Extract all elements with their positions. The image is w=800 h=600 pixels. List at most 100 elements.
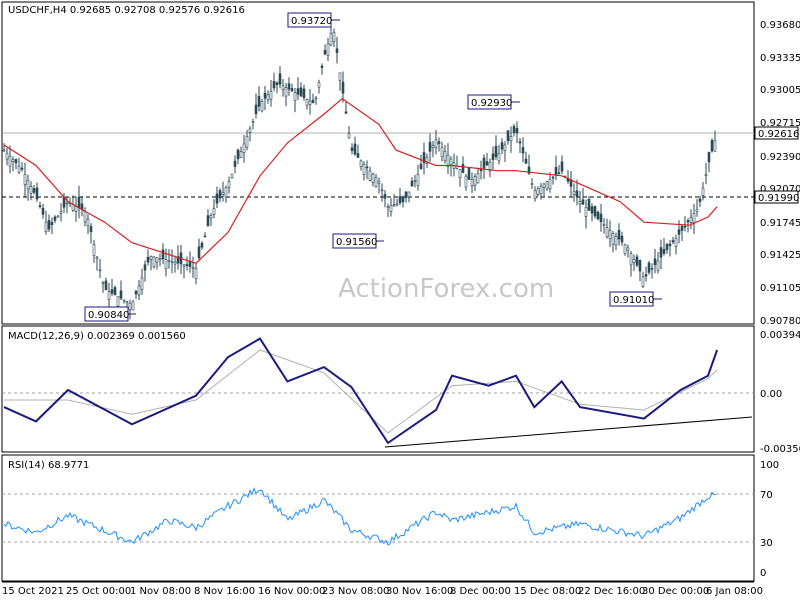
candle-body bbox=[665, 243, 669, 250]
candle-body bbox=[602, 224, 606, 227]
candle-body bbox=[110, 289, 114, 294]
time-x-axis: 15 Oct 2021 25 Oct 00:00 1 Nov 08:00 8 N… bbox=[2, 581, 763, 597]
candle-body bbox=[506, 130, 510, 142]
candle-body bbox=[14, 159, 18, 164]
candle-body bbox=[710, 140, 714, 152]
candle-body bbox=[221, 192, 225, 195]
candle-body bbox=[347, 133, 351, 139]
svg-text:0.90840: 0.90840 bbox=[88, 310, 129, 321]
candle-body bbox=[35, 187, 39, 200]
rsi-y-axis: 100 70 30 0 bbox=[760, 460, 779, 579]
candle-body bbox=[5, 153, 9, 160]
candle-body bbox=[128, 303, 132, 310]
candle-body bbox=[173, 261, 177, 265]
candle-body bbox=[512, 126, 516, 133]
candle-body bbox=[353, 143, 357, 155]
candle-body bbox=[167, 260, 171, 262]
candle-body bbox=[446, 154, 450, 167]
candle-body bbox=[491, 153, 495, 160]
candle-body bbox=[83, 210, 87, 223]
candle-body bbox=[659, 247, 663, 258]
candle-body bbox=[389, 205, 393, 212]
candle-body bbox=[392, 204, 396, 207]
candle-body bbox=[38, 205, 42, 208]
candle-body bbox=[2, 149, 6, 152]
candle-body bbox=[23, 174, 27, 185]
candle-body bbox=[299, 87, 303, 97]
candle-body bbox=[143, 264, 147, 271]
macd-tick: -0.003506 bbox=[760, 444, 800, 455]
candle-body bbox=[635, 256, 639, 266]
macd-trendline bbox=[384, 416, 753, 448]
candle-body bbox=[503, 144, 507, 151]
candle-body bbox=[485, 161, 489, 166]
macd-y-axis: 0.003944 0.00 -0.003506 bbox=[760, 330, 800, 455]
price-panel-header: USDCHF,H4 0.92685 0.92708 0.92576 0.9261… bbox=[8, 5, 245, 16]
candle-body bbox=[674, 237, 678, 247]
candle-body bbox=[662, 249, 666, 254]
candle-body bbox=[332, 32, 336, 42]
candle-body bbox=[404, 191, 408, 199]
candle-body bbox=[293, 92, 297, 102]
candle-body bbox=[176, 256, 180, 264]
candle-body bbox=[545, 181, 549, 190]
x-tick: 8 Nov 16:00 bbox=[194, 586, 255, 597]
candle-body bbox=[461, 164, 465, 174]
candle-body bbox=[647, 262, 651, 273]
price-y-axis: 0.93680 0.93335 0.93005 0.92715 0.92390 … bbox=[754, 20, 800, 327]
price-panel[interactable]: USDCHF,H4 0.92685 0.92708 0.92576 0.9261… bbox=[1, 1, 800, 327]
candle-body bbox=[398, 196, 402, 204]
candle-body bbox=[245, 136, 249, 148]
candle-body bbox=[524, 158, 528, 164]
rsi-tick: 30 bbox=[760, 538, 773, 549]
candle-body bbox=[428, 141, 432, 152]
annotation-low-90840: 0.90840 bbox=[84, 306, 136, 322]
candle-body bbox=[488, 162, 492, 172]
candle-body bbox=[551, 176, 555, 179]
candle-body bbox=[434, 139, 438, 148]
candle-body bbox=[368, 170, 372, 181]
candle-body bbox=[266, 94, 270, 101]
macd-panel-header: MACD(12,26,9) 0.002369 0.001560 bbox=[8, 331, 186, 342]
candle-body bbox=[680, 225, 684, 231]
candle-body bbox=[11, 159, 15, 163]
candle-body bbox=[542, 183, 546, 188]
x-tick: 6 Jan 08:00 bbox=[706, 586, 763, 597]
candle-body bbox=[29, 186, 33, 194]
candle-body bbox=[242, 143, 246, 153]
candle-body bbox=[557, 172, 561, 174]
candle-body bbox=[713, 140, 717, 152]
candle-body bbox=[137, 285, 141, 296]
candle-body bbox=[413, 180, 417, 182]
candle-body bbox=[533, 190, 537, 199]
candle-body bbox=[362, 163, 366, 175]
candle-body bbox=[554, 166, 558, 176]
candle-body bbox=[314, 97, 318, 100]
candle-body bbox=[632, 259, 636, 264]
candle-body bbox=[590, 206, 594, 214]
candle-body bbox=[464, 175, 468, 188]
candle-body bbox=[320, 65, 324, 68]
rsi-panel[interactable]: RSI(14) 68.9771 100 70 30 0 bbox=[1, 454, 779, 582]
rsi-panel-frame bbox=[1, 454, 755, 582]
candle-body bbox=[416, 174, 420, 186]
candle-body bbox=[212, 208, 216, 215]
candle-body bbox=[572, 191, 576, 196]
macd-panel[interactable]: MACD(12,26,9) 0.002369 0.001560 0.003944… bbox=[1, 325, 800, 455]
candle-body bbox=[50, 222, 54, 226]
candle-body bbox=[248, 128, 252, 133]
rsi-panel-header: RSI(14) 68.9771 bbox=[8, 460, 89, 471]
rsi-tick: 100 bbox=[760, 460, 779, 471]
candle-body bbox=[323, 50, 327, 55]
price-tick: 0.93005 bbox=[760, 85, 800, 96]
candle-body bbox=[410, 180, 414, 187]
price-panel-frame bbox=[1, 1, 755, 325]
candle-body bbox=[425, 156, 429, 164]
candle-body bbox=[683, 225, 687, 228]
x-tick: 15 Dec 08:00 bbox=[514, 586, 581, 597]
x-tick: 22 Dec 16:00 bbox=[578, 586, 645, 597]
candles bbox=[2, 26, 717, 320]
candle-body bbox=[449, 158, 453, 166]
candle-body bbox=[497, 153, 501, 162]
